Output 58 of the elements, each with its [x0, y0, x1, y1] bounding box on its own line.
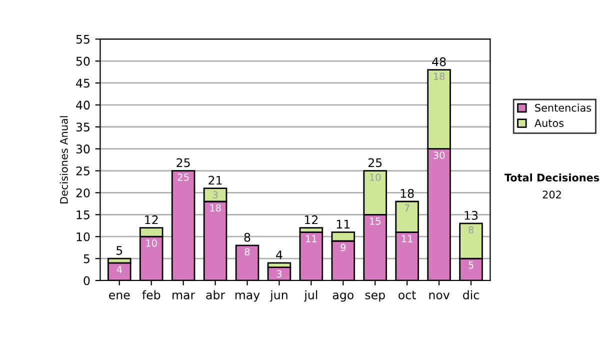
- text: 202: [542, 190, 561, 199]
- total-label: 25: [368, 158, 382, 168]
- x-tick-label: dic: [463, 290, 479, 300]
- y-tick-label: 0: [84, 276, 90, 286]
- y-tick-label: 45: [76, 78, 90, 88]
- y-tick-label: 15: [76, 210, 90, 220]
- total-label: 11: [336, 220, 350, 228]
- x-tick-label: abr: [206, 290, 226, 300]
- data-label: 30: [434, 152, 445, 159]
- y-tick-label: 40: [76, 100, 90, 110]
- x-tick-label: mar: [172, 292, 196, 300]
- data-label: 11: [306, 235, 316, 242]
- y-tick-label: 55: [76, 34, 90, 44]
- data-label: 18: [210, 204, 221, 212]
- data-label: 11: [402, 235, 412, 242]
- total-label: 5: [116, 246, 122, 255]
- total-label: 21: [208, 176, 222, 185]
- data-label: 3: [276, 270, 282, 278]
- x-tick-label: ene: [109, 292, 130, 300]
- total-label: 18: [400, 188, 414, 198]
- text: Total Decisiones: [504, 173, 600, 182]
- y-tick-label: 10: [76, 232, 90, 242]
- x-tick-label: ago: [332, 292, 354, 302]
- x-tick-label: jul: [304, 290, 318, 302]
- data-label: 3: [212, 191, 218, 198]
- total-label: 12: [145, 215, 158, 224]
- x-tick-label: nov: [429, 292, 450, 300]
- total-label: 12: [304, 215, 318, 224]
- data-label: 8: [244, 248, 250, 256]
- y-tick-label: 50: [76, 56, 90, 66]
- y-axis-title: Decisiones Anual: [60, 116, 68, 204]
- x-tick-label: feb: [142, 290, 160, 300]
- y-tick-label: 20: [76, 188, 90, 198]
- x-tick-label: oct: [398, 290, 416, 300]
- data-label: 10: [370, 174, 381, 181]
- total-label: 25: [176, 158, 190, 168]
- data-label: 8: [468, 226, 474, 234]
- data-label: 5: [468, 261, 474, 269]
- y-tick-label: 30: [76, 144, 90, 154]
- data-label: 9: [340, 244, 346, 252]
- total-label: 13: [464, 210, 478, 220]
- total-label: 4: [276, 250, 282, 260]
- data-label: 7: [404, 204, 410, 212]
- x-tick-label: sep: [365, 292, 385, 302]
- data-label: 10: [146, 239, 157, 247]
- legend-label: Sentencias: [535, 104, 592, 112]
- y-tick-label: 5: [84, 254, 90, 264]
- legend-label: Autos: [534, 119, 564, 128]
- y-tick-label: 25: [76, 166, 90, 176]
- data-label: 18: [434, 72, 445, 80]
- total-label: 48: [432, 57, 446, 66]
- total-label: 8: [244, 232, 250, 242]
- x-tick-label: may: [235, 292, 260, 302]
- data-label: 4: [116, 266, 122, 273]
- x-tick-label: jun: [270, 290, 288, 302]
- y-tick-label: 35: [76, 122, 90, 132]
- data-label: 15: [370, 218, 380, 225]
- data-label: 25: [178, 174, 189, 181]
